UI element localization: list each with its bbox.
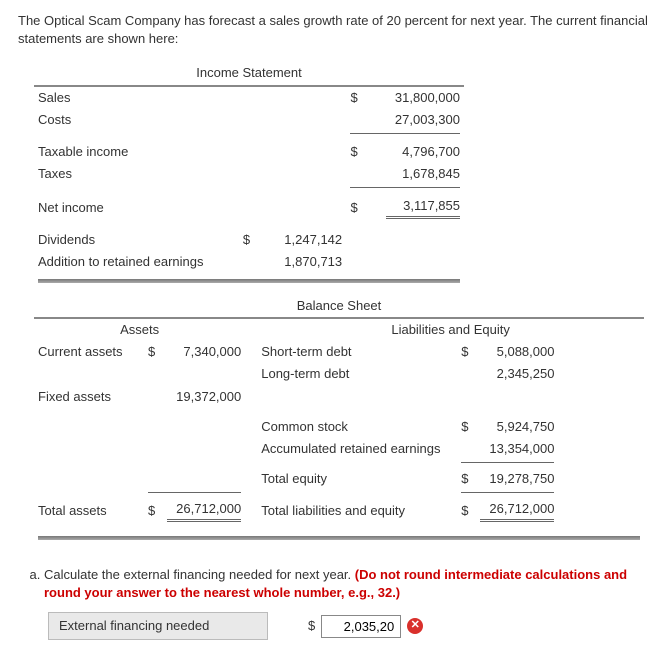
incorrect-icon: ✕ (407, 618, 423, 634)
std-value: 5,088,000 (472, 341, 558, 363)
ltd-value: 2,345,250 (472, 363, 558, 385)
income-title: Income Statement (34, 62, 464, 85)
dividends-value: 1,247,142 (254, 229, 346, 251)
commonstock-value: 5,924,750 (472, 416, 558, 438)
dollar-sign: $ (308, 617, 315, 635)
fixed-assets-label: Fixed assets (34, 386, 144, 408)
intro-text: The Optical Scam Company has forecast a … (18, 12, 654, 48)
costs-value: 27,003,300 (362, 109, 464, 131)
taxes-value: 1,678,845 (362, 163, 464, 185)
are-value: 1,870,713 (254, 251, 346, 273)
netincome-value: 3,117,855 (362, 195, 464, 220)
answer-label: External financing needed (48, 612, 268, 640)
total-assets-value: 26,712,000 (159, 498, 245, 523)
accum-re-value: 13,354,000 (472, 438, 558, 460)
netincome-label: Net income (34, 195, 239, 220)
dividends-label: Dividends (34, 229, 239, 251)
taxes-label: Taxes (34, 163, 239, 185)
taxable-label: Taxable income (34, 141, 239, 163)
balance-title: Balance Sheet (34, 295, 644, 318)
current-assets-value: 7,340,000 (159, 341, 245, 363)
income-statement-table: Income Statement Sales $ 31,800,000 Cost… (34, 62, 464, 295)
are-label: Addition to retained earnings (34, 251, 239, 273)
total-equity-value: 19,278,750 (472, 468, 558, 490)
commonstock-label: Common stock (257, 416, 457, 438)
fixed-assets-value: 19,372,000 (159, 386, 245, 408)
balance-sheet-table: Balance Sheet Assets Liabilities and Equ… (34, 295, 644, 552)
efn-input[interactable] (321, 615, 401, 638)
costs-label: Costs (34, 109, 239, 131)
question-text: Calculate the external financing needed … (44, 567, 355, 582)
sales-value: 31,800,000 (362, 86, 464, 109)
liab-heading: Liabilities and Equity (257, 318, 644, 341)
assets-heading: Assets (34, 318, 245, 341)
ltd-label: Long-term debt (257, 363, 457, 385)
question-block: Calculate the external financing needed … (18, 566, 654, 641)
current-assets-label: Current assets (34, 341, 144, 363)
total-assets-label: Total assets (34, 498, 144, 523)
taxable-value: 4,796,700 (362, 141, 464, 163)
accum-re-label: Accumulated retained earnings (257, 438, 457, 460)
sales-label: Sales (34, 86, 239, 109)
question-a: Calculate the external financing needed … (44, 566, 654, 602)
dollar-sign: $ (346, 86, 362, 109)
tle-value: 26,712,000 (472, 498, 558, 523)
total-equity-label: Total equity (257, 468, 457, 490)
tle-label: Total liabilities and equity (257, 498, 457, 523)
std-label: Short-term debt (257, 341, 457, 363)
